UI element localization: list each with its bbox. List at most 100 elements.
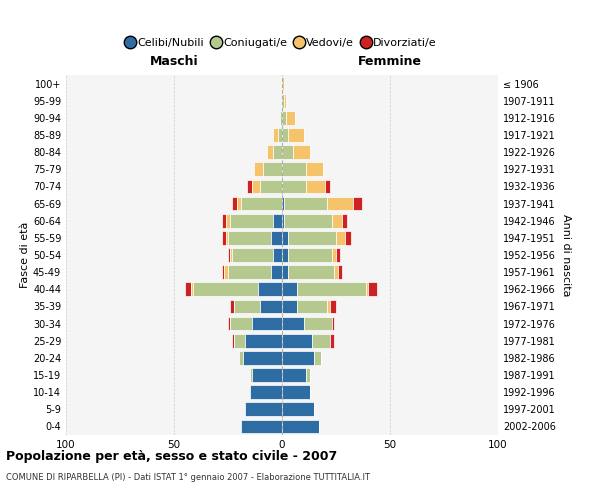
Bar (282, 111, 286, 124)
Bar (286, 111, 295, 124)
Bar (282, 248, 289, 262)
Bar (343, 214, 347, 228)
Bar (293, 146, 310, 159)
Bar (250, 386, 282, 399)
Bar (282, 128, 289, 142)
Bar (267, 146, 274, 159)
Bar (193, 282, 258, 296)
Bar (243, 351, 282, 364)
Bar (282, 368, 306, 382)
Bar (241, 196, 282, 210)
Bar (336, 231, 344, 244)
Bar (232, 334, 235, 347)
Bar (282, 76, 284, 90)
Bar (271, 266, 282, 279)
Bar (314, 351, 321, 364)
Bar (230, 300, 235, 314)
Bar (274, 248, 282, 262)
Bar (282, 300, 297, 314)
Bar (232, 248, 274, 262)
Legend: Celibi/Nubili, Coniugati/e, Vedovi/e, Divorziati/e: Celibi/Nubili, Coniugati/e, Vedovi/e, Di… (123, 34, 441, 52)
Bar (191, 282, 193, 296)
Bar (368, 282, 377, 296)
Bar (289, 266, 334, 279)
Bar (282, 402, 314, 416)
Bar (230, 316, 252, 330)
Bar (228, 316, 230, 330)
Bar (282, 94, 284, 108)
Bar (312, 334, 329, 347)
Bar (235, 300, 260, 314)
Bar (282, 266, 289, 279)
Bar (282, 231, 289, 244)
Bar (282, 162, 306, 176)
Bar (221, 231, 226, 244)
Bar (232, 196, 236, 210)
Bar (289, 231, 336, 244)
Bar (332, 316, 334, 330)
Bar (329, 300, 336, 314)
Bar (282, 420, 319, 434)
Bar (241, 420, 282, 434)
Bar (282, 180, 306, 194)
Bar (226, 214, 230, 228)
Bar (221, 266, 224, 279)
Bar (338, 266, 343, 279)
Bar (329, 334, 334, 347)
Bar (284, 196, 328, 210)
Text: Femmine: Femmine (358, 55, 422, 68)
Bar (274, 146, 282, 159)
Bar (221, 214, 226, 228)
Bar (282, 334, 312, 347)
Bar (274, 214, 282, 228)
Bar (328, 196, 353, 210)
Bar (260, 300, 282, 314)
Bar (224, 266, 228, 279)
Bar (228, 231, 271, 244)
Bar (328, 300, 329, 314)
Bar (282, 282, 297, 296)
Bar (252, 316, 282, 330)
Bar (226, 231, 228, 244)
Text: Popolazione per età, sesso e stato civile - 2007: Popolazione per età, sesso e stato civil… (6, 450, 337, 463)
Bar (247, 180, 252, 194)
Bar (334, 266, 338, 279)
Bar (282, 196, 284, 210)
Bar (289, 128, 304, 142)
Bar (325, 180, 329, 194)
Bar (258, 282, 282, 296)
Y-axis label: Anni di nascita: Anni di nascita (561, 214, 571, 296)
Bar (228, 266, 271, 279)
Bar (366, 282, 368, 296)
Bar (306, 368, 310, 382)
Bar (254, 162, 263, 176)
Bar (228, 248, 230, 262)
Text: Maschi: Maschi (149, 55, 199, 68)
Bar (235, 334, 245, 347)
Bar (278, 128, 282, 142)
Bar (282, 386, 310, 399)
Bar (274, 128, 278, 142)
Bar (252, 368, 282, 382)
Bar (289, 248, 332, 262)
Bar (282, 214, 284, 228)
Bar (263, 162, 282, 176)
Bar (282, 146, 293, 159)
Bar (353, 196, 362, 210)
Bar (236, 196, 241, 210)
Bar (297, 282, 366, 296)
Bar (336, 248, 340, 262)
Bar (260, 180, 282, 194)
Bar (245, 402, 282, 416)
Bar (344, 231, 351, 244)
Bar (284, 214, 332, 228)
Bar (304, 316, 332, 330)
Bar (332, 248, 336, 262)
Bar (230, 214, 274, 228)
Bar (271, 231, 282, 244)
Bar (282, 316, 304, 330)
Bar (306, 162, 323, 176)
Bar (297, 300, 328, 314)
Bar (230, 248, 232, 262)
Bar (306, 180, 325, 194)
